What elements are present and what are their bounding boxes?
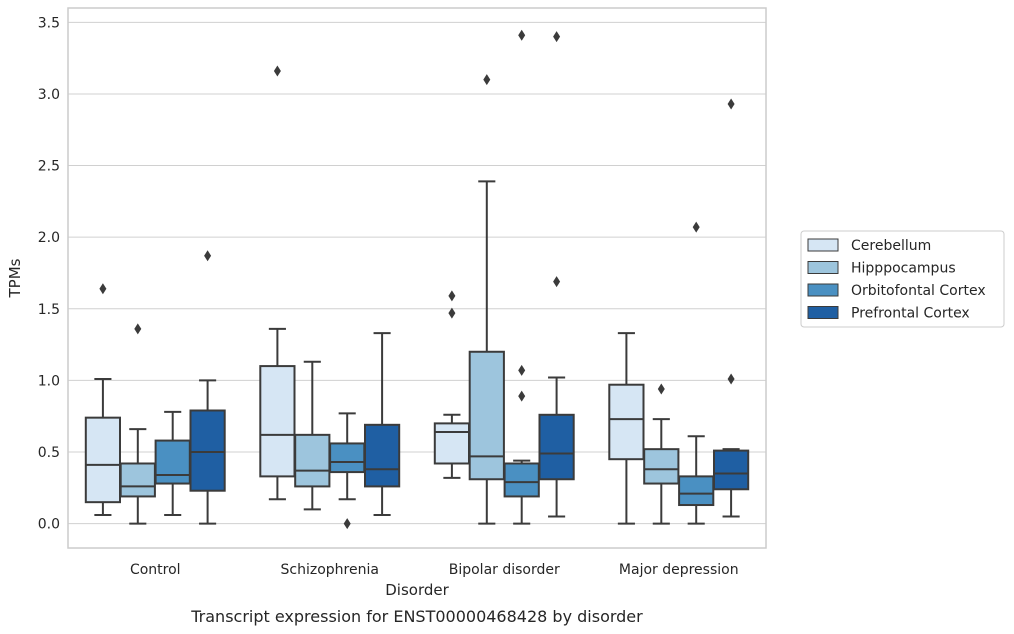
box-prefrontal-cortex — [363, 332, 401, 517]
y-tick-label: 1.5 — [38, 302, 60, 318]
y-tick-label: 3.0 — [38, 87, 60, 103]
box-iqr — [119, 462, 156, 498]
legend-label: Cerebellum — [851, 238, 931, 254]
box-iqr — [259, 365, 296, 478]
x-tick-label: Bipolar disorder — [449, 562, 560, 578]
box-iqr — [154, 439, 191, 485]
legend-swatch — [807, 306, 839, 319]
legend-label: Orbitofontal Cortex — [851, 283, 986, 299]
legend-label: Hipppocampus — [851, 261, 956, 277]
outlier-point — [99, 283, 107, 295]
x-tick-label: Control — [130, 562, 181, 578]
legend-swatch — [807, 283, 839, 297]
y-tick-label: 0.5 — [38, 445, 60, 461]
outlier-point — [483, 74, 491, 86]
box-iqr — [84, 416, 122, 504]
x-axis-ticks: Control Schizophrenia Bipolar disorder Majo… — [130, 562, 739, 578]
box-hipppocampus — [119, 323, 156, 525]
box-orbitofontal-cortex — [329, 412, 366, 530]
box-orbitofontal-cortex — [678, 221, 715, 525]
box-prefrontal-cortex — [538, 31, 575, 518]
box-iqr — [538, 413, 575, 481]
box-cerebellum — [433, 290, 471, 479]
outlier-point — [134, 323, 142, 335]
outlier-point — [518, 390, 526, 402]
x-tick-label: Major depression — [619, 562, 739, 578]
outlier-point — [448, 290, 456, 302]
outlier-point — [448, 307, 456, 319]
plot-area — [84, 29, 750, 530]
legend: Cerebellum Hipppocampus Orbitofontal Corte… — [800, 230, 1005, 328]
box-hipppocampus — [294, 360, 331, 511]
box-iqr — [468, 350, 505, 481]
outlier-point — [518, 364, 526, 376]
outlier-point — [553, 31, 561, 43]
box-iqr — [189, 409, 226, 492]
y-axis-label: TPMs — [6, 258, 24, 298]
box-cerebellum — [259, 65, 296, 501]
outlier-point — [727, 373, 735, 385]
outlier-point — [204, 250, 212, 262]
legend-label: Prefrontal Cortex — [851, 306, 970, 322]
y-tick-label: 1.0 — [38, 373, 60, 389]
plot-frame — [67, 7, 767, 549]
box-iqr — [433, 422, 471, 465]
y-tick-label: 3.5 — [38, 15, 60, 31]
x-tick-label: Schizophrenia — [281, 562, 379, 578]
box-prefrontal-cortex — [189, 250, 226, 525]
outlier-point — [518, 29, 526, 41]
box-orbitofontal-cortex — [154, 410, 191, 517]
y-tick-label: 0.0 — [38, 517, 60, 533]
box-orbitofontal-cortex — [503, 29, 540, 525]
box-cerebellum — [608, 332, 645, 525]
box-iqr — [712, 449, 750, 491]
outlier-point — [273, 65, 281, 77]
box-iqr — [294, 433, 331, 488]
outlier-point — [343, 518, 351, 530]
box-iqr — [678, 475, 715, 507]
legend-swatch — [807, 238, 839, 252]
outlier-point — [727, 98, 735, 110]
box-iqr — [503, 462, 540, 498]
box-iqr — [643, 448, 680, 485]
x-axis-label: Disorder — [385, 581, 449, 599]
box-iqr — [329, 442, 366, 474]
outlier-point — [553, 276, 561, 288]
legend-frame — [800, 230, 1005, 328]
box-hipppocampus — [643, 383, 680, 525]
box-cerebellum — [84, 283, 122, 517]
y-tick-label: 2.0 — [38, 230, 60, 246]
chart-caption: Transcript expression for ENST0000046842… — [190, 607, 643, 626]
y-tick-label: 2.5 — [38, 159, 60, 175]
outlier-point — [692, 221, 700, 233]
legend-swatch — [807, 261, 839, 274]
box-iqr — [608, 383, 645, 461]
y-axis-ticks: 0.0 0.5 1.0 1.5 2.0 2.5 3.0 3.5 — [38, 15, 60, 532]
box-iqr — [363, 423, 401, 488]
outlier-point — [657, 383, 665, 395]
box-hipppocampus — [468, 74, 505, 525]
box-prefrontal-cortex — [712, 98, 750, 518]
